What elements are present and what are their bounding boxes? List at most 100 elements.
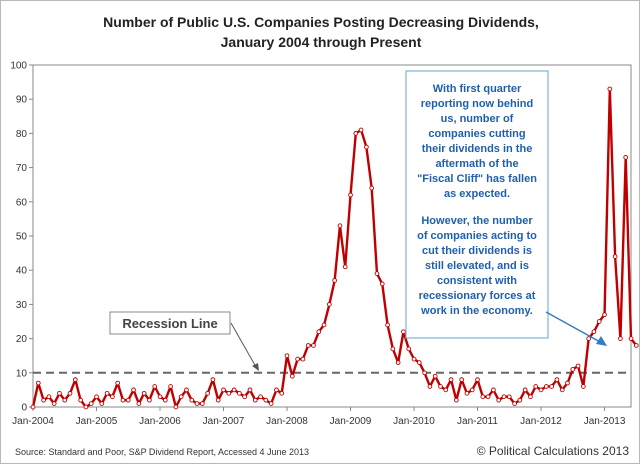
data-point (99, 401, 105, 406)
data-point (316, 329, 322, 335)
annotation-line: aftermath of the (435, 158, 518, 170)
data-point (72, 377, 78, 382)
data-point (607, 86, 613, 92)
data-point (321, 322, 327, 328)
y-tick-label: 50 (16, 232, 28, 243)
data-point (247, 387, 253, 393)
data-point (136, 401, 142, 406)
data-point (311, 343, 316, 348)
data-point (41, 397, 46, 403)
data-point (422, 370, 427, 376)
data-point (305, 343, 311, 348)
data-point (628, 336, 634, 341)
data-point (364, 144, 369, 150)
y-tick-label: 0 (21, 403, 27, 414)
data-point (274, 387, 279, 393)
annotation-line: work in the economy. (420, 305, 533, 317)
credit-note: © Political Calculations 2013 (477, 444, 630, 458)
data-point (35, 380, 41, 386)
data-point (342, 264, 348, 270)
chart-title-line-2: January 2004 through Present (221, 34, 422, 50)
data-point (337, 223, 343, 229)
recession-label: Recession Line (109, 311, 259, 371)
series-layer (30, 86, 639, 410)
chart-title-line-1: Number of Public U.S. Companies Posting … (103, 14, 539, 30)
annotation-line: as expected. (444, 188, 510, 200)
data-point (395, 360, 401, 365)
data-point (432, 373, 438, 379)
data-point (401, 329, 406, 335)
y-tick-label: 10 (16, 368, 28, 379)
y-tick-label: 80 (16, 129, 28, 140)
data-point (237, 390, 242, 396)
data-point (491, 387, 496, 393)
data-point (115, 380, 121, 386)
data-point (295, 356, 300, 362)
data-point (110, 394, 115, 400)
data-point (263, 397, 269, 403)
data-point (554, 377, 560, 382)
data-point (173, 404, 179, 410)
data-point (459, 377, 465, 382)
data-point (623, 154, 629, 160)
data-point (30, 404, 36, 410)
data-point (438, 384, 443, 389)
data-point (168, 384, 173, 389)
data-point (348, 192, 353, 198)
x-tick-label: Jan-2005 (76, 416, 118, 427)
annotation-text: With first quarter reporting now behind us… (417, 83, 537, 317)
x-tick-label: Jan-2013 (584, 416, 626, 427)
data-point (618, 336, 623, 341)
data-point (496, 397, 502, 403)
data-point (480, 394, 486, 400)
data-point (327, 302, 332, 307)
annotation-arrow-head (596, 336, 607, 346)
data-point (528, 394, 533, 400)
data-point (268, 401, 274, 406)
annotation-line: recessionary forces at (419, 290, 536, 302)
recession-pointer-head (252, 363, 259, 371)
x-tick-label: Jan-2007 (203, 416, 245, 427)
data-point (512, 401, 517, 406)
data-point (131, 387, 136, 393)
annotation-line: However, the number (421, 215, 533, 227)
x-tick-label: Jan-2010 (393, 416, 435, 427)
data-point (559, 387, 565, 393)
data-point (390, 346, 396, 352)
y-tick-label: 20 (16, 334, 28, 345)
data-point (51, 401, 57, 406)
data-point (506, 394, 512, 400)
data-point (141, 390, 147, 396)
data-point (120, 397, 126, 403)
data-point (252, 397, 258, 403)
data-point (184, 387, 189, 393)
data-point (612, 254, 618, 259)
y-tick-label: 30 (16, 300, 28, 311)
data-point (194, 401, 200, 406)
data-point (67, 390, 73, 396)
data-point (416, 360, 422, 365)
data-point (443, 387, 449, 393)
annotation-box: With first quarter reporting now behind us… (405, 70, 607, 346)
data-point (602, 312, 607, 318)
annotation-line: "Fiscal Cliff" has fallen (417, 173, 537, 185)
annotation-line: their dividends in the (422, 143, 533, 155)
y-tick-label: 40 (16, 266, 28, 277)
data-point (570, 367, 576, 372)
data-point (231, 387, 237, 393)
data-point (57, 390, 62, 396)
data-point (125, 397, 131, 403)
x-tick-label: Jan-2009 (330, 416, 372, 427)
data-point (633, 343, 639, 348)
data-point (385, 322, 390, 328)
annotation-line: of companies acting to (417, 230, 537, 242)
annotation-line: us, number of (441, 113, 514, 125)
annotation-line: reporting now behind (421, 98, 533, 110)
data-point (427, 384, 433, 389)
data-point (332, 278, 337, 283)
data-point (469, 387, 475, 393)
data-point (517, 397, 523, 403)
y-tick-label: 90 (16, 95, 28, 106)
data-point (586, 336, 592, 341)
data-point (369, 185, 375, 191)
